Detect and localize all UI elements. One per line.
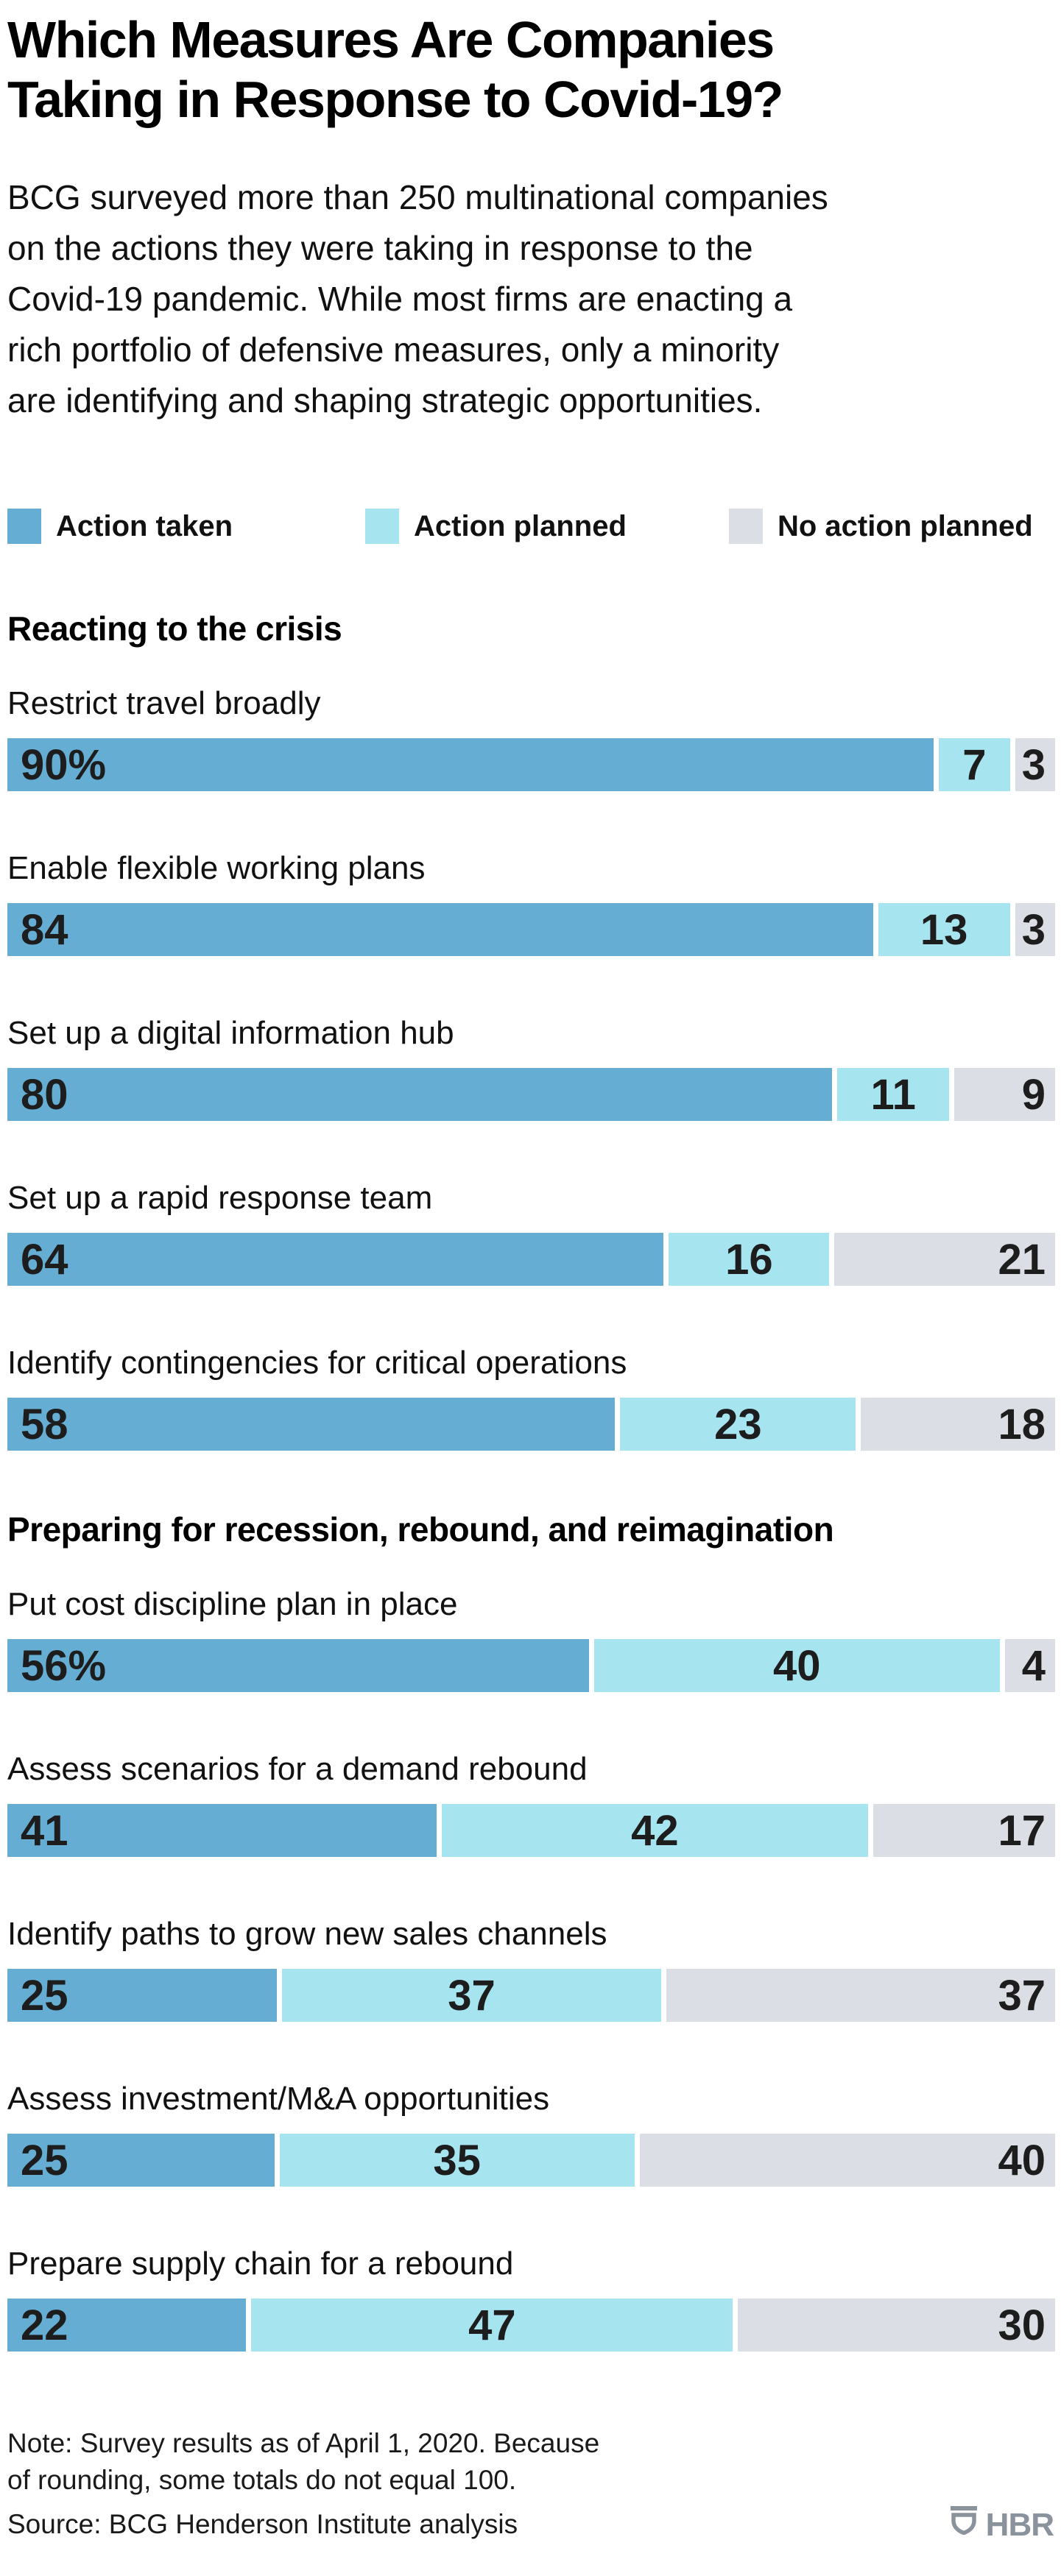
bar-segment-action-planned: 23 <box>620 1398 856 1451</box>
legend: Action taken Action planned No action pl… <box>7 509 1055 544</box>
bar-segment-action-planned: 35 <box>279 2134 635 2187</box>
bar-row: 64 16 21 <box>7 1233 1055 1286</box>
page-title: Which Measures Are Companies Taking in R… <box>7 10 1055 130</box>
bar-row: 84 13 3 <box>7 903 1055 956</box>
legend-item-action-taken: Action taken <box>7 509 233 544</box>
bar-row: 22 47 30 <box>7 2299 1055 2352</box>
legend-label: Action taken <box>56 509 233 542</box>
page-subtitle: BCG surveyed more than 250 multinational… <box>7 172 1055 426</box>
bar-segment-action-planned: 47 <box>251 2299 733 2352</box>
legend-item-action-planned: Action planned <box>365 509 627 544</box>
bar-segment-action-planned: 16 <box>669 1233 830 1286</box>
legend-item-no-action-planned: No action planned <box>729 509 1033 544</box>
bar-segment-action-taken: 25 <box>7 2134 275 2187</box>
bar-segment-action-planned: 42 <box>441 1804 868 1857</box>
bar-row: 58 23 18 <box>7 1398 1055 1451</box>
title-line-2: Taking in Response to Covid-19? <box>7 71 783 128</box>
bar-segment-action-taken: 56% <box>7 1639 589 1692</box>
bar-segment-action-taken: 41 <box>7 1804 437 1857</box>
row-label: Restrict travel broadly <box>7 685 321 721</box>
bar-segment-action-taken: 84 <box>7 903 873 956</box>
bar-row: 80 11 9 <box>7 1068 1055 1121</box>
row-label: Assess investment/M&A opportunities <box>7 2081 550 2117</box>
bar-row: 90% 7 3 <box>7 738 1055 791</box>
bar-row: 56% 40 4 <box>7 1639 1056 1692</box>
footer-note-line: Note: Survey results as of April 1, 2020… <box>7 2428 600 2458</box>
subtitle-line: BCG surveyed more than 250 multinational… <box>7 178 828 216</box>
bar-segment-no-action-planned: 40 <box>639 2134 1055 2187</box>
legend-label: Action planned <box>414 509 627 542</box>
bar-segment-no-action-planned: 21 <box>834 1233 1055 1286</box>
row-label: Prepare supply chain for a rebound <box>7 2246 514 2282</box>
bar-segment-action-taken: 90% <box>7 738 934 791</box>
bar-row: 25 37 37 <box>7 1969 1056 2022</box>
legend-label: No action planned <box>778 509 1033 542</box>
row-label: Set up a rapid response team <box>7 1180 433 1216</box>
chart: Reacting to the crisis Restrict travel br… <box>7 609 1056 2352</box>
bar-segment-action-taken: 64 <box>7 1233 664 1286</box>
footer-note-line: of rounding, some totals do not equal 10… <box>7 2465 517 2495</box>
subtitle-line: on the actions they were taking in respo… <box>7 229 753 267</box>
bar-segment-action-planned: 13 <box>878 903 1010 956</box>
bar-segment-action-taken: 80 <box>7 1068 833 1121</box>
row-label: Identify contingencies for critical oper… <box>7 1345 627 1381</box>
footer-source: Source: BCG Henderson Institute analysis <box>7 2509 518 2539</box>
footer: Note: Survey results as of April 1, 2020… <box>7 2425 1055 2543</box>
legend-swatch-action-taken <box>7 509 41 544</box>
row-label: Assess scenarios for a demand rebound <box>7 1751 588 1787</box>
bar-segment-action-planned: 37 <box>281 1969 661 2022</box>
bar-segment-action-planned: 11 <box>837 1068 949 1121</box>
bar-segment-no-action-planned: 3 <box>1015 903 1055 956</box>
hbr-logo: HBR <box>948 2505 1055 2543</box>
legend-swatch-no-action-planned <box>729 509 763 544</box>
bar-row: 41 42 17 <box>7 1804 1056 1857</box>
section-header: Preparing for recession, rebound, and re… <box>7 1510 834 1549</box>
bar-segment-no-action-planned: 3 <box>1015 738 1055 791</box>
hbr-logo-text: HBR <box>985 2507 1054 2543</box>
bar-segment-action-planned: 7 <box>939 738 1010 791</box>
bar-segment-no-action-planned: 30 <box>738 2299 1055 2352</box>
row-label: Put cost discipline plan in place <box>7 1586 458 1622</box>
row-label: Set up a digital information hub <box>7 1015 454 1051</box>
footer-text: Note: Survey results as of April 1, 2020… <box>7 2425 599 2543</box>
row-label: Enable flexible working plans <box>7 850 426 886</box>
row-label: Identify paths to grow new sales channel… <box>7 1916 607 1952</box>
hbr-shield-icon <box>948 2505 979 2538</box>
subtitle-line: are identifying and shaping strategic op… <box>7 381 763 420</box>
bar-segment-action-taken: 22 <box>7 2299 247 2352</box>
bar-segment-no-action-planned: 17 <box>873 1804 1056 1857</box>
bar-segment-action-taken: 25 <box>7 1969 277 2022</box>
legend-swatch-action-planned <box>365 509 399 544</box>
bar-segment-action-planned: 40 <box>593 1639 1000 1692</box>
subtitle-line: rich portfolio of defensive measures, on… <box>7 330 780 369</box>
title-line-1: Which Measures Are Companies <box>7 11 775 68</box>
bar-segment-no-action-planned: 9 <box>954 1068 1055 1121</box>
bar-segment-no-action-planned: 18 <box>861 1398 1055 1451</box>
bar-segment-action-taken: 58 <box>7 1398 616 1451</box>
section-header: Reacting to the crisis <box>7 609 342 648</box>
bar-segment-no-action-planned: 37 <box>666 1969 1056 2022</box>
bar-segment-no-action-planned: 4 <box>1004 1639 1056 1692</box>
bar-row: 25 35 40 <box>7 2134 1055 2187</box>
subtitle-line: Covid-19 pandemic. While most firms are … <box>7 280 793 318</box>
